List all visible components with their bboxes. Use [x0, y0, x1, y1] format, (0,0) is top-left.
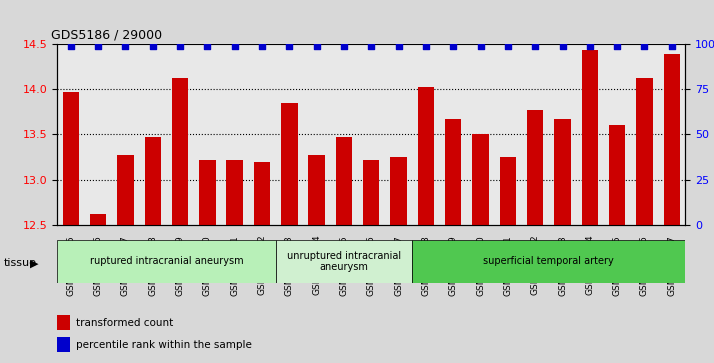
Bar: [90, 214, 106, 225]
Point: [174, 43, 186, 49]
Point: [229, 43, 241, 49]
Bar: [418, 87, 434, 225]
Bar: [63, 91, 79, 225]
Point: [584, 43, 595, 49]
Text: tissue: tissue: [4, 258, 36, 268]
Bar: [500, 157, 516, 225]
Bar: [117, 155, 134, 225]
Point: [530, 43, 541, 49]
Bar: [554, 119, 570, 225]
Bar: [609, 125, 625, 225]
Point: [92, 43, 104, 49]
Bar: [144, 137, 161, 225]
Bar: [473, 134, 489, 225]
Point: [120, 43, 131, 49]
Point: [557, 43, 568, 49]
Bar: [253, 162, 270, 225]
Bar: [527, 110, 543, 225]
Bar: [57, 315, 70, 330]
Point: [366, 43, 377, 49]
Point: [448, 43, 459, 49]
Bar: [445, 119, 461, 225]
FancyBboxPatch shape: [57, 240, 276, 283]
Bar: [663, 54, 680, 225]
Point: [666, 43, 678, 49]
Bar: [57, 337, 70, 352]
FancyBboxPatch shape: [276, 240, 412, 283]
Bar: [308, 155, 325, 225]
Text: unruptured intracranial
aneurysm: unruptured intracranial aneurysm: [287, 250, 401, 272]
Point: [65, 43, 76, 49]
Point: [611, 43, 623, 49]
Point: [502, 43, 513, 49]
Bar: [391, 157, 407, 225]
Point: [201, 43, 213, 49]
Bar: [636, 78, 653, 225]
Point: [393, 43, 404, 49]
Bar: [336, 137, 352, 225]
Text: ruptured intracranial aneurysm: ruptured intracranial aneurysm: [89, 256, 243, 266]
Point: [475, 43, 486, 49]
Point: [421, 43, 432, 49]
Point: [256, 43, 268, 49]
Text: transformed count: transformed count: [76, 318, 174, 328]
Bar: [582, 50, 598, 225]
Point: [639, 43, 650, 49]
Point: [147, 43, 159, 49]
Bar: [172, 78, 188, 225]
Bar: [226, 160, 243, 225]
Point: [311, 43, 322, 49]
Text: percentile rank within the sample: percentile rank within the sample: [76, 340, 252, 350]
Text: GDS5186 / 29000: GDS5186 / 29000: [51, 28, 162, 41]
Text: superficial temporal artery: superficial temporal artery: [483, 256, 614, 266]
Point: [338, 43, 350, 49]
Bar: [363, 160, 379, 225]
Bar: [199, 160, 216, 225]
Text: ▶: ▶: [30, 258, 39, 268]
FancyBboxPatch shape: [412, 240, 685, 283]
Bar: [281, 103, 298, 225]
Point: [283, 43, 295, 49]
